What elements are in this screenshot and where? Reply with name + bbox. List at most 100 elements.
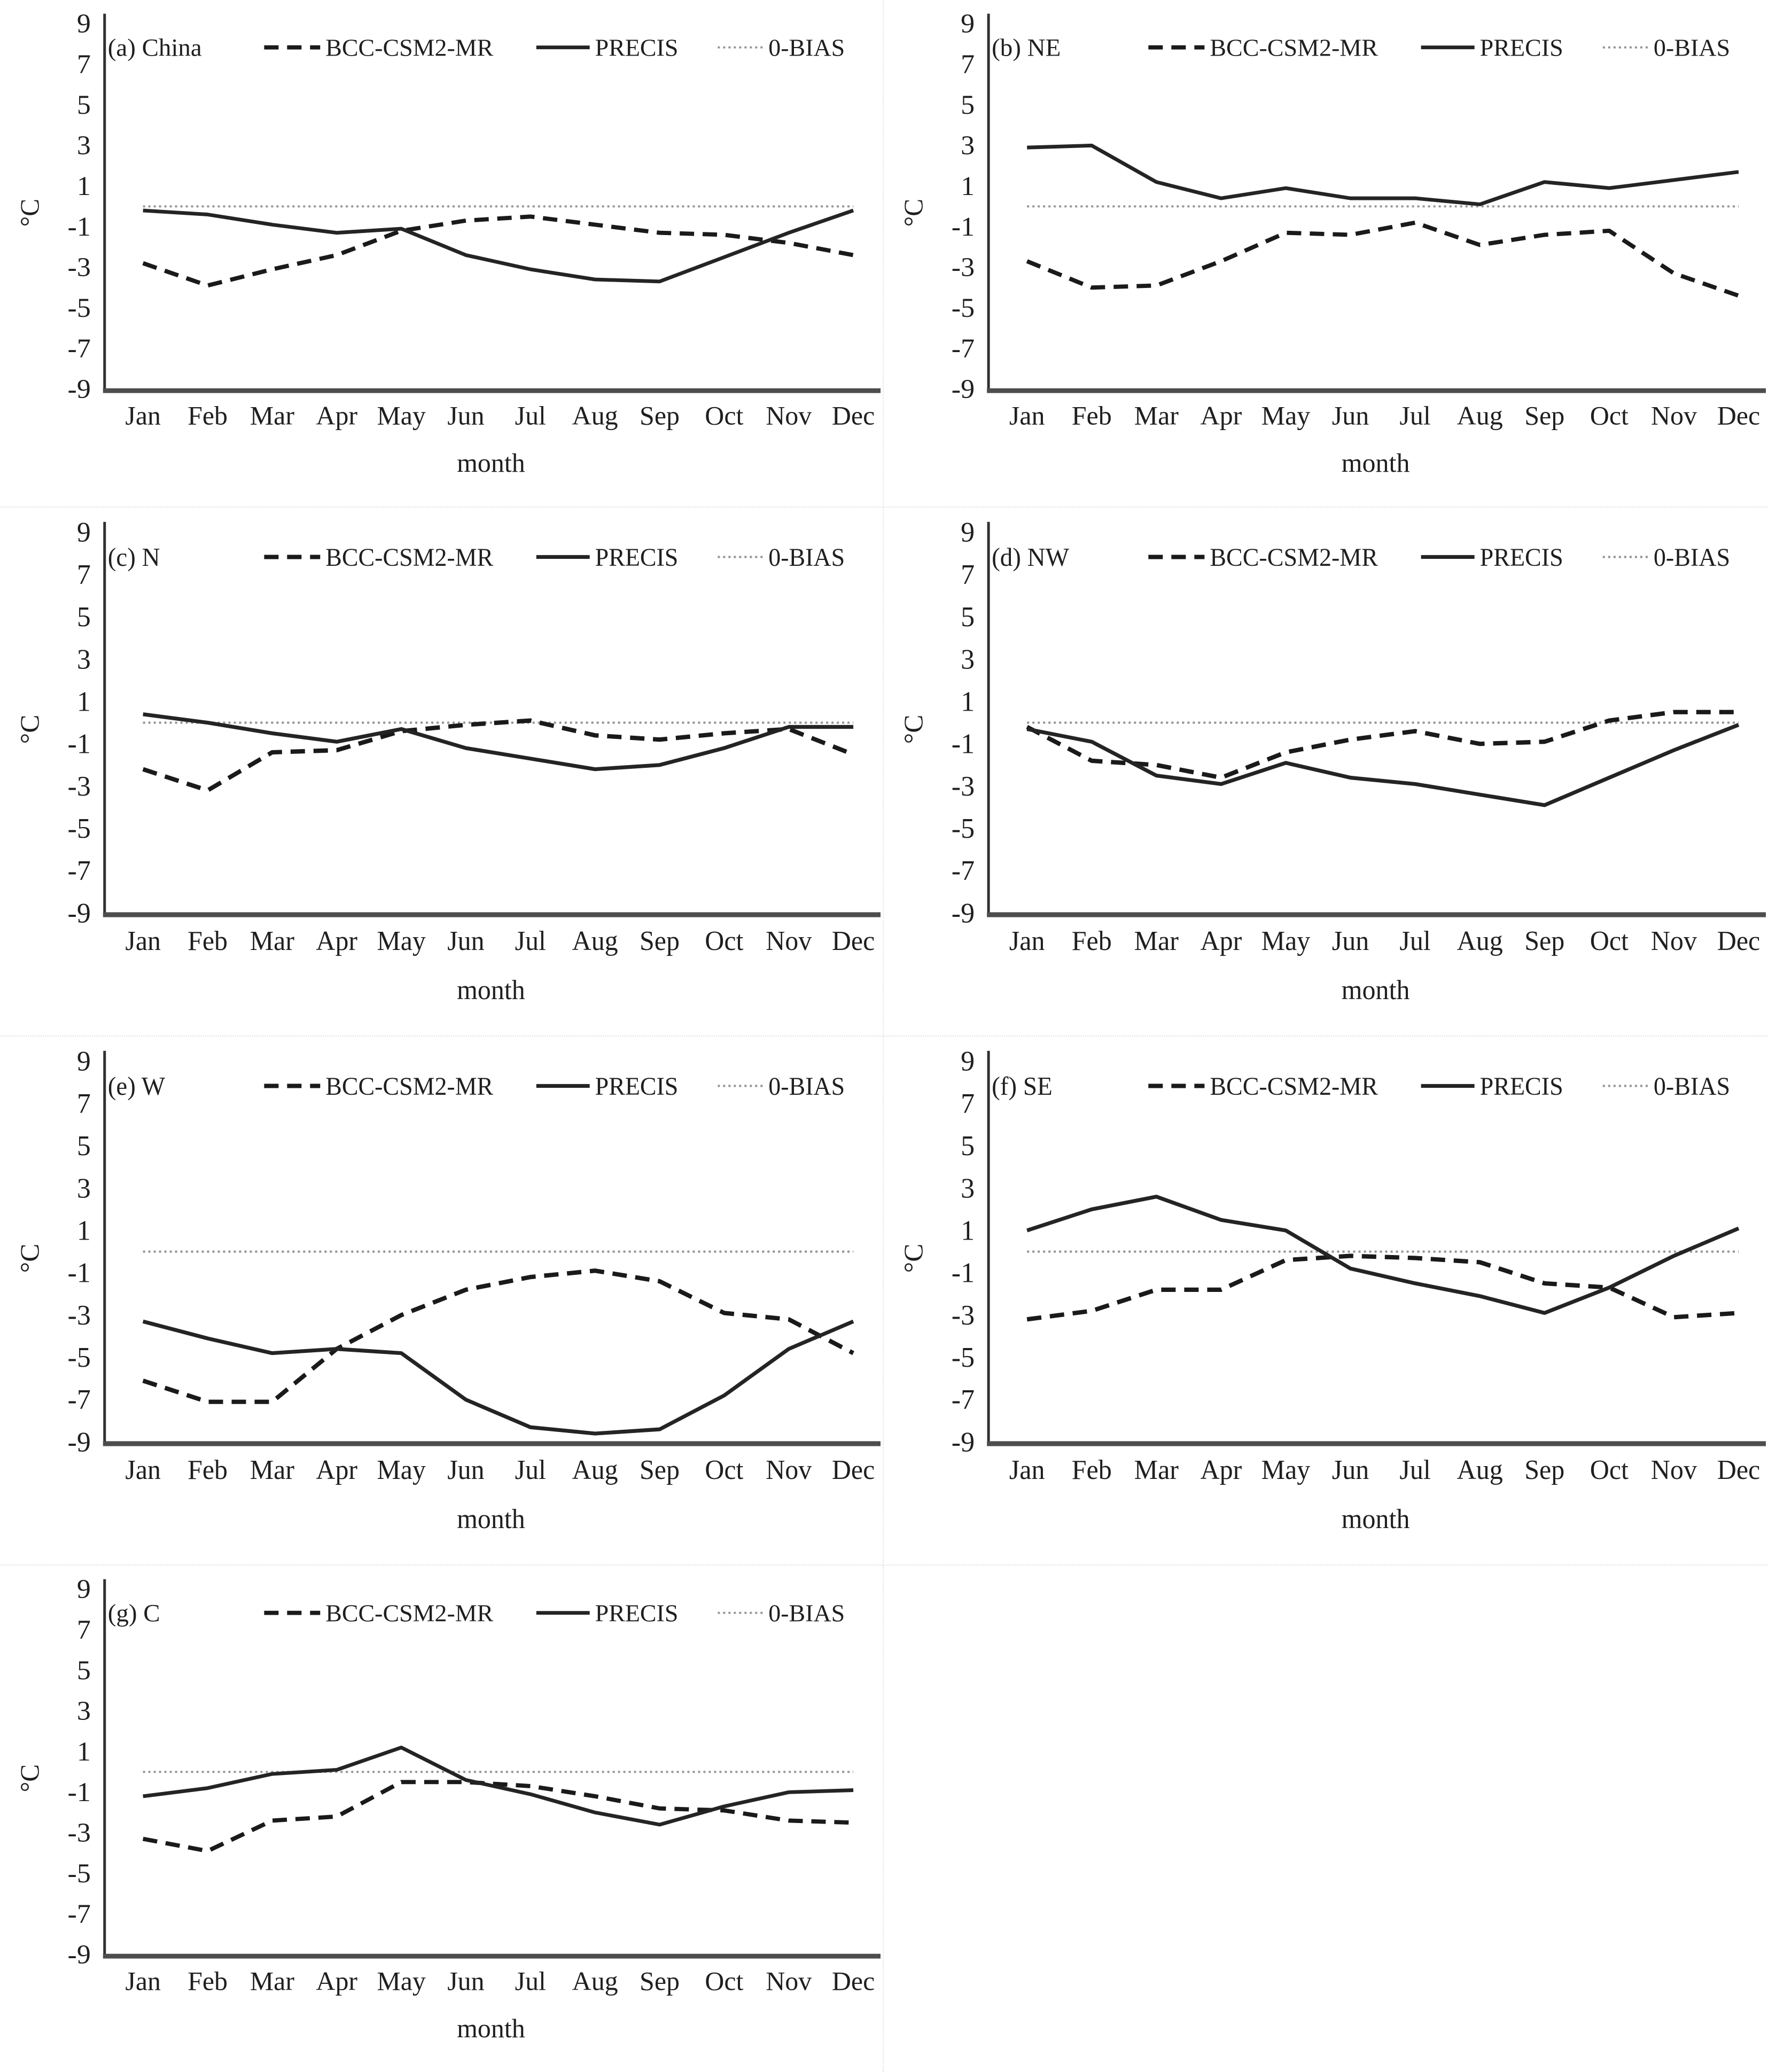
x-tick-label: Oct xyxy=(705,925,743,956)
y-tick-label: -9 xyxy=(68,898,91,929)
legend-label: 0-BIAS xyxy=(768,543,845,572)
y-tick-label: -5 xyxy=(68,293,91,323)
y-axis-title: °C xyxy=(899,715,928,744)
y-tick-label: -7 xyxy=(952,333,975,364)
x-tick-label: Dec xyxy=(1717,1454,1761,1485)
x-tick-label: Aug xyxy=(1457,1454,1503,1485)
legend-label: 0-BIAS xyxy=(768,1072,845,1101)
y-tick-label: 9 xyxy=(961,517,975,548)
series-line-bcc-csm2-mr xyxy=(1026,710,1739,780)
legend-label: PRECIS xyxy=(1480,543,1563,572)
legend-label: BCC-CSM2-MR xyxy=(325,1600,494,1627)
x-tick-label: Sep xyxy=(640,1454,680,1485)
x-tick-label: Feb xyxy=(188,1967,228,1996)
panel-c-n: 9 7 5 3 1 -1 -3 -5 -7 -9 °C (c) N BCC-CSM2-MR PRECIS 0… xyxy=(0,508,884,1037)
x-tick-label: Apr xyxy=(1200,401,1242,431)
x-tick-label: May xyxy=(377,925,426,956)
series-line-bcc-csm2-mr xyxy=(1026,1253,1739,1322)
series-line-bcc-csm2-mr xyxy=(142,1268,854,1404)
x-tick-label: May xyxy=(1261,925,1311,956)
x-tick-label: Feb xyxy=(1072,401,1112,431)
y-tick-label: 5 xyxy=(961,90,975,120)
y-tick-label: -7 xyxy=(952,855,975,887)
legend-label: BCC-CSM2-MR xyxy=(325,543,493,572)
empty-panel-slot xyxy=(884,1565,1768,2072)
y-axis-title: °C xyxy=(15,715,44,744)
x-tick-label: Mar xyxy=(1134,1454,1179,1485)
y-tick-label: 1 xyxy=(77,171,91,201)
y-tick-label: 5 xyxy=(77,1130,91,1162)
x-tick-label: Aug xyxy=(1457,925,1503,956)
line-chart: 9 7 5 3 1 -1 -3 -5 -7 -9 °C (e) W BCC-CSM2-MR PRECIS 0… xyxy=(15,1046,881,1534)
y-tick-label: -7 xyxy=(68,333,91,364)
series-line-bcc-csm2-mr xyxy=(142,1780,854,1853)
y-tick-label: -5 xyxy=(952,813,975,844)
y-tick-label: -1 xyxy=(952,728,975,760)
panel-label: (a) China xyxy=(108,34,202,62)
y-tick-label: 5 xyxy=(961,1130,975,1162)
x-tick-label: May xyxy=(377,1967,426,1996)
panel-b-ne: 9 7 5 3 1 -1 -3 -5 -7 -9 °C (b) NE BCC-CSM2-MR PRECIS… xyxy=(884,0,1768,508)
y-tick-label: -3 xyxy=(68,770,91,802)
x-tick-label: Sep xyxy=(640,401,680,431)
series-line-bcc-csm2-mr xyxy=(1026,220,1740,298)
y-tick-label: -1 xyxy=(68,1777,91,1808)
x-tick-label: Dec xyxy=(832,401,875,431)
y-tick-label: 1 xyxy=(961,1215,975,1247)
legend-label: PRECIS xyxy=(595,1072,679,1101)
y-tick-label: -7 xyxy=(68,855,91,887)
x-axis-title: month xyxy=(1342,975,1410,1006)
x-tick-label: Oct xyxy=(705,1454,743,1485)
x-tick-label: Aug xyxy=(572,1454,618,1485)
y-tick-label: -1 xyxy=(952,212,975,242)
x-axis-title: month xyxy=(1342,448,1410,478)
y-tick-label: -5 xyxy=(68,1342,91,1373)
x-axis-title: month xyxy=(457,2014,525,2043)
x-tick-label: Nov xyxy=(1651,401,1697,431)
y-tick-label: -9 xyxy=(68,374,91,404)
x-axis-title: month xyxy=(457,448,525,478)
series-line-bcc-csm2-mr xyxy=(142,214,854,288)
x-tick-label: Oct xyxy=(1590,1454,1629,1485)
y-tick-label: 3 xyxy=(77,130,91,161)
y-tick-label: 9 xyxy=(77,1046,91,1077)
x-tick-label: May xyxy=(377,1454,426,1485)
x-tick-label: Apr xyxy=(316,1967,357,1996)
x-tick-label: Jan xyxy=(125,925,161,956)
x-tick-label: Sep xyxy=(640,1967,680,1996)
x-axis-title: month xyxy=(457,975,525,1006)
y-tick-label: -5 xyxy=(68,813,91,844)
x-tick-label: Jan xyxy=(1009,925,1045,956)
y-tick-label: -1 xyxy=(952,1257,975,1289)
legend-label: BCC-CSM2-MR xyxy=(1210,543,1378,572)
x-tick-label: Jun xyxy=(447,925,484,956)
x-tick-label: Nov xyxy=(1651,925,1697,956)
panel-label: (e) W xyxy=(108,1072,165,1101)
x-tick-label: Oct xyxy=(705,1967,743,1996)
x-tick-label: Feb xyxy=(188,925,228,956)
y-tick-label: -5 xyxy=(952,293,975,323)
y-tick-label: -3 xyxy=(952,770,975,802)
x-tick-label: Feb xyxy=(1072,1454,1112,1485)
legend-label: BCC-CSM2-MR xyxy=(325,1072,493,1101)
y-tick-label: 9 xyxy=(77,1574,91,1604)
x-tick-label: Dec xyxy=(832,1967,875,1996)
panel-e-w: 9 7 5 3 1 -1 -3 -5 -7 -9 °C (e) W BCC-CSM2-MR PRECIS 0… xyxy=(0,1037,884,1565)
panel-label: (g) C xyxy=(108,1600,160,1627)
y-tick-label: 3 xyxy=(961,1173,975,1204)
x-tick-label: Jan xyxy=(125,1967,161,1996)
panel-a-china: 9 7 5 3 1 -1 -3 -5 -7 -9 °C (a) China BCC-CSM2-MR PRE… xyxy=(0,0,884,508)
y-tick-label: -9 xyxy=(952,374,975,404)
x-tick-label: Feb xyxy=(188,401,228,431)
legend-label: 0-BIAS xyxy=(768,1600,845,1627)
x-tick-label: Jun xyxy=(1332,1454,1369,1485)
x-tick-label: Aug xyxy=(572,1967,618,1996)
x-tick-label: Aug xyxy=(572,401,618,431)
legend-label: 0-BIAS xyxy=(768,34,845,61)
y-tick-label: 9 xyxy=(961,9,975,39)
y-tick-label: 7 xyxy=(961,49,975,80)
x-tick-label: Sep xyxy=(1524,401,1564,431)
x-tick-label: Aug xyxy=(1457,401,1503,431)
y-tick-label: 3 xyxy=(961,644,975,675)
x-tick-label: Jul xyxy=(1399,925,1430,956)
